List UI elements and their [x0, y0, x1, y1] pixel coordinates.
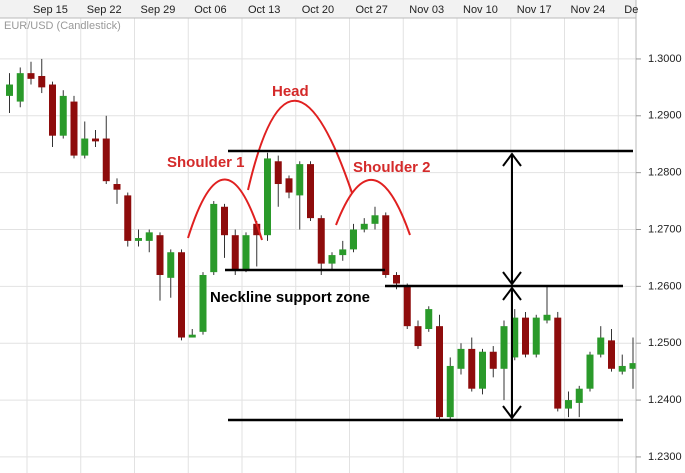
candle-body	[479, 351, 486, 389]
x-tick-label: Oct 13	[248, 4, 280, 16]
y-tick-label: 1.3000	[648, 53, 682, 65]
candle-body	[489, 351, 497, 369]
annotation: Shoulder 1	[167, 154, 245, 171]
candle-body	[511, 317, 519, 358]
y-tick-label: 1.2900	[648, 110, 682, 122]
candle-body	[414, 326, 422, 347]
candle-body	[38, 75, 46, 88]
y-tick-label: 1.2500	[648, 337, 682, 349]
candle-body	[253, 223, 261, 236]
candle-body	[565, 400, 572, 409]
candle-body	[81, 138, 89, 156]
candle-body	[382, 215, 390, 275]
candle-body	[403, 286, 411, 327]
candle-body	[597, 337, 605, 355]
candle-body	[468, 348, 476, 389]
candle-body	[59, 95, 67, 136]
candle-body	[618, 365, 626, 372]
candle-body	[6, 84, 13, 96]
chart-title: EUR/USD (Candlestick)	[4, 20, 121, 32]
x-axis-bar	[0, 0, 636, 18]
candle-body	[608, 340, 615, 369]
candle-body	[70, 101, 78, 156]
y-tick-label: 1.2700	[648, 223, 682, 235]
level-lines	[225, 149, 633, 422]
candle-body	[371, 215, 379, 224]
candle-body	[339, 249, 347, 256]
x-tick-label: Sep 15	[33, 4, 68, 16]
y-tick-label: 1.2400	[648, 394, 682, 406]
candle-body	[135, 238, 142, 241]
annotation: Shoulder 2	[353, 159, 431, 176]
x-tick-label: De	[624, 4, 638, 16]
candle-body	[156, 235, 164, 275]
x-tick-label: Nov 03	[409, 4, 444, 16]
candle-body	[543, 314, 551, 321]
candle-body	[500, 326, 508, 369]
candle-body	[629, 363, 637, 369]
candle-body	[586, 354, 594, 389]
candle-body	[285, 178, 293, 193]
candle-body	[27, 73, 35, 79]
candle-body	[296, 164, 304, 196]
candle-body	[532, 317, 540, 355]
candle-body	[425, 309, 433, 329]
candle-body	[188, 334, 196, 338]
x-tick-label: Nov 24	[571, 4, 606, 16]
candle-body	[328, 255, 336, 264]
candle-body	[178, 252, 185, 338]
x-tick-label: Oct 20	[302, 4, 334, 16]
candle-body	[102, 138, 110, 182]
candle-body	[167, 252, 175, 278]
candle-body	[16, 73, 24, 102]
y-tick-label: 1.2300	[648, 451, 682, 463]
candle-body	[242, 235, 250, 270]
candle-body	[575, 388, 583, 403]
x-tick-label: Sep 22	[87, 4, 122, 16]
candle-body	[210, 203, 218, 273]
y-tick-label: 1.2800	[648, 167, 682, 179]
candle-body	[274, 161, 282, 185]
candle-body	[307, 164, 314, 219]
candle-body	[317, 218, 325, 264]
shoulder-curve	[187, 178, 263, 241]
candle-body	[145, 232, 153, 241]
candle-body	[393, 274, 400, 284]
candle-body	[231, 235, 239, 270]
candles	[6, 58, 637, 420]
x-tick-label: Nov 17	[517, 4, 552, 16]
candle-body	[124, 195, 132, 241]
candle-body	[522, 317, 529, 355]
candle-body	[446, 365, 454, 418]
candle-body	[554, 317, 562, 409]
x-tick-label: Oct 27	[356, 4, 388, 16]
candle-body	[113, 184, 121, 190]
shoulder-curve	[335, 178, 411, 236]
candle-body	[457, 348, 465, 369]
candle-body	[360, 223, 368, 230]
x-tick-label: Nov 10	[463, 4, 498, 16]
grid	[0, 18, 636, 473]
candle-body	[264, 158, 271, 236]
measure-arrows	[502, 152, 522, 420]
candle-body	[199, 274, 207, 332]
y-tick-label: 1.2600	[648, 280, 682, 292]
annotation: Neckline support zone	[210, 289, 370, 306]
candle-body	[436, 326, 443, 418]
candle-body	[221, 206, 228, 236]
annotation: Head	[272, 83, 309, 100]
candle-body	[350, 229, 357, 250]
x-tick-label: Sep 29	[141, 4, 176, 16]
candle-body	[92, 138, 99, 142]
x-tick-label: Oct 06	[194, 4, 226, 16]
candle-body	[49, 84, 56, 136]
